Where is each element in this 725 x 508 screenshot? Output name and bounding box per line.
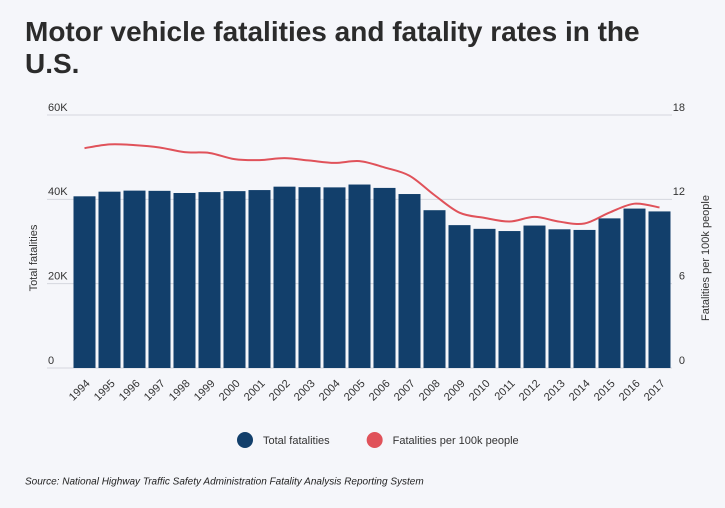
y2-tick-label: 0: [679, 355, 685, 367]
legend-marker: [366, 432, 383, 448]
x-tick-label: 1999: [192, 378, 218, 404]
y-axis-label: Total fatalities: [28, 224, 40, 291]
x-tick-label: 2014: [567, 378, 593, 404]
legend-label: Fatalities per 100k people: [393, 435, 519, 447]
bar: [398, 194, 421, 368]
bar: [148, 190, 171, 368]
y2-tick-label: 6: [679, 271, 685, 283]
bar: [423, 210, 446, 368]
x-tick-label: 2003: [292, 378, 318, 404]
x-tick-label: 2002: [267, 378, 293, 404]
x-tick-label: 2010: [467, 378, 493, 404]
y2-tick-label: 12: [673, 186, 685, 198]
source-note: Source: National Highway Traffic Safety …: [25, 477, 424, 488]
x-tick-label: 2001: [242, 378, 268, 404]
x-tick-label: 1997: [142, 378, 168, 404]
chart-title-line1: Motor vehicle fatalities and fatality ra…: [25, 16, 640, 47]
x-tick-label: 2015: [592, 378, 618, 404]
x-tick-label: 2013: [542, 378, 568, 404]
bar: [373, 187, 396, 368]
x-tick-label: 2017: [642, 378, 668, 404]
x-tick-label: 2009: [442, 378, 468, 404]
bar: [298, 187, 321, 368]
bar: [123, 190, 146, 368]
bar: [223, 191, 246, 368]
x-tick-label: 2006: [367, 378, 393, 404]
bar: [573, 229, 596, 368]
x-tick-label: 2011: [492, 378, 517, 403]
x-tick-label: 1994: [67, 378, 93, 404]
x-tick-label: 2016: [617, 378, 643, 404]
bar: [273, 186, 296, 368]
bar: [348, 184, 371, 368]
rate-line: [84, 143, 660, 226]
bar: [73, 196, 96, 368]
y2-axis-label: Fatalities per 100k people: [700, 195, 712, 321]
bar: [548, 229, 571, 368]
legend-label: Total fatalities: [263, 435, 330, 447]
bar: [248, 190, 271, 368]
x-tick-label: 2005: [342, 378, 368, 404]
bar: [198, 192, 221, 368]
y-tick-label: 20K: [48, 271, 68, 283]
bar: [598, 218, 621, 368]
bar: [323, 187, 346, 368]
bar: [648, 211, 671, 368]
bar: [623, 208, 646, 368]
legend-marker: [237, 432, 253, 448]
x-tick-label: 2007: [392, 378, 418, 404]
y-tick-label: 40K: [48, 186, 68, 198]
x-tick-label: 1995: [92, 378, 118, 404]
bar: [498, 231, 521, 368]
x-tick-label: 1998: [167, 378, 193, 404]
y2-tick-label: 18: [673, 102, 685, 114]
x-tick-label: 2008: [417, 378, 443, 404]
bar: [448, 225, 471, 368]
bar: [98, 191, 121, 368]
x-tick-label: 1996: [117, 378, 143, 404]
chart-title-line2: U.S.: [25, 48, 79, 79]
bar: [473, 228, 496, 368]
y-tick-label: 60K: [48, 102, 68, 114]
x-tick-label: 2012: [517, 378, 543, 404]
x-tick-label: 2004: [317, 378, 343, 404]
x-tick-label: 2000: [217, 378, 243, 404]
bar: [173, 193, 196, 368]
bar: [523, 225, 546, 368]
y-tick-label: 0: [48, 355, 54, 367]
